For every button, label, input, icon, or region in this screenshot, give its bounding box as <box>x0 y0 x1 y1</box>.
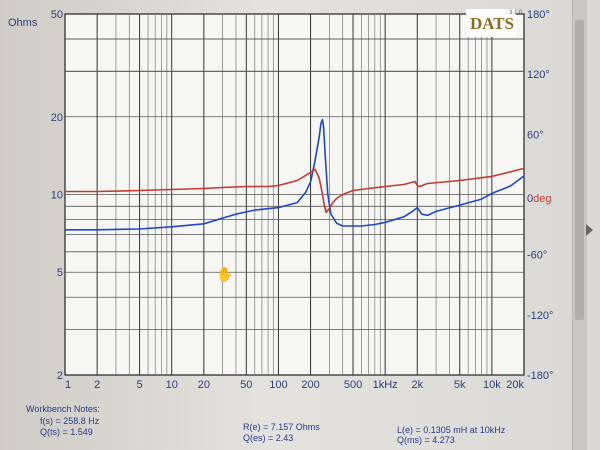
right-axis-zero-value: 0 <box>527 193 533 205</box>
qts-value: Q(ts) = 1.549 <box>40 427 93 437</box>
x-axis-ticks: 1 2 5 10 20 50 100 200 500 1kHz 2k 5k 10k 20k <box>65 379 524 391</box>
left-tick-label: 2 <box>57 370 63 382</box>
x-tick-label: 100 <box>269 379 287 391</box>
x-tick-label: 10k <box>483 379 501 391</box>
x-tick-label: 20 <box>198 379 210 391</box>
right-axis-zero-label: 0deg <box>527 193 551 205</box>
logo-version: 3.1.0 <box>509 10 523 16</box>
logo-box <box>466 9 516 37</box>
x-tick-label: 5k <box>454 379 466 391</box>
right-tick-label: 60° <box>527 129 544 141</box>
right-tick-label: -120° <box>527 310 553 322</box>
left-tick-label: 5 <box>57 267 63 279</box>
right-tick-label: -60° <box>527 250 547 262</box>
x-tick-label: 2k <box>411 379 423 391</box>
x-tick-label: 1 <box>65 379 71 391</box>
left-tick-label: 10 <box>51 190 63 202</box>
chart-grid <box>64 13 525 376</box>
x-tick-label: 2 <box>94 379 100 391</box>
le-value: L(e) = 0.1305 mH at 10kHz <box>397 425 506 435</box>
x-tick-label: 5 <box>137 379 143 391</box>
left-axis-label: Ohms <box>8 17 38 29</box>
x-tick-label: 20k <box>506 379 524 391</box>
scrollbar-thumb[interactable] <box>575 20 584 320</box>
x-tick-label: 200 <box>301 379 319 391</box>
right-tick-label: -180° <box>527 370 553 382</box>
x-tick-label: 500 <box>344 379 362 391</box>
hand-cursor-icon: ✋ <box>216 266 234 282</box>
series-layer <box>65 118 525 231</box>
left-tick-label: 50 <box>51 9 63 21</box>
impedance-curve <box>65 118 525 231</box>
left-axis-ticks: 50 20 10 5 2 <box>51 9 63 382</box>
left-tick-label: 20 <box>51 112 63 124</box>
qes-value: Q(es) = 2.43 <box>243 433 294 443</box>
phase-curve <box>65 167 525 214</box>
right-axis-unit: deg <box>533 193 551 205</box>
x-tick-label: 10 <box>166 379 178 391</box>
right-axis-ticks: 180° 120° 60° -60° -120° -180° <box>527 9 553 382</box>
scroll-right-arrow-icon[interactable] <box>586 224 593 236</box>
right-tick-label: 180° <box>527 9 550 21</box>
fs-value: f(s) = 258.8 Hz <box>40 416 100 426</box>
x-tick-label: 1kHz <box>373 379 398 391</box>
right-tick-label: 120° <box>527 69 550 81</box>
x-tick-label: 50 <box>240 379 252 391</box>
workbench-notes-title: Workbench Notes: <box>26 404 100 414</box>
dats-logo: DATS <box>470 14 514 33</box>
re-value: R(e) = 7.157 Ohms <box>243 422 320 432</box>
qms-value: Q(ms) = 4.273 <box>397 435 455 445</box>
vertical-scrollbar[interactable] <box>572 0 587 450</box>
